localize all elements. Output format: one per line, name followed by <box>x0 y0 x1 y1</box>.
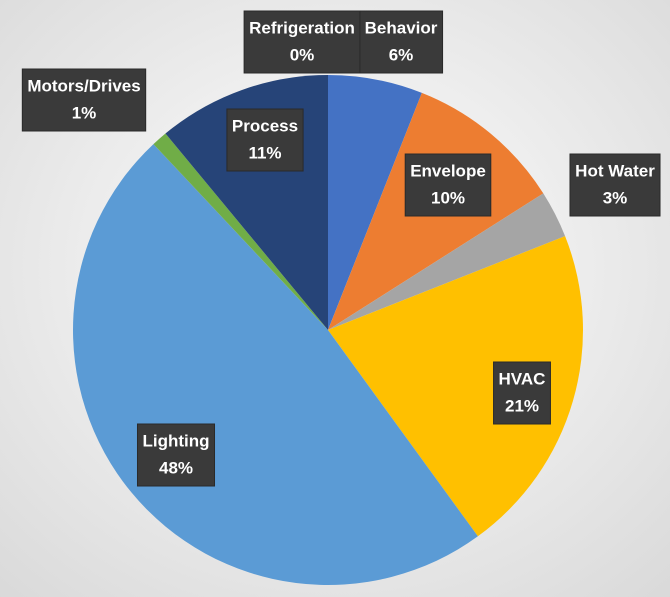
label-category: Lighting <box>142 431 209 450</box>
label-box <box>358 10 444 74</box>
label-box <box>404 153 492 217</box>
label-category: Process <box>232 116 298 135</box>
pie-slice <box>153 133 328 330</box>
data-label: Lighting 48% <box>136 423 216 487</box>
label-box <box>21 68 147 132</box>
label-value: 6% <box>389 45 414 64</box>
data-label: Motors/Drives 1% <box>21 68 147 132</box>
label-box <box>243 10 361 74</box>
label-category: Motors/Drives <box>27 76 140 95</box>
label-value: 11% <box>248 143 281 162</box>
data-label: Hot Water 3% <box>569 153 661 217</box>
data-labels: Behavior 6% Envelope 10% Hot Water 3% HVAC 21% L… <box>21 10 661 487</box>
data-label: Process 11% <box>226 108 304 172</box>
label-category: Hot Water <box>575 161 655 180</box>
label-box <box>226 108 304 172</box>
pie-slice <box>328 75 422 330</box>
data-label: Envelope 10% <box>404 153 492 217</box>
data-label: Behavior 6% <box>358 10 444 74</box>
label-value: 48% <box>159 458 193 477</box>
label-box <box>493 361 551 425</box>
label-category: HVAC <box>499 369 546 388</box>
label-box <box>569 153 661 217</box>
pie-slice <box>328 193 566 330</box>
pie <box>72 75 583 586</box>
data-label: HVAC 21% <box>493 361 551 425</box>
pie-slice <box>328 236 583 537</box>
label-value: 0% <box>290 45 315 64</box>
label-value: 21% <box>505 396 539 415</box>
label-category: Envelope <box>410 161 486 180</box>
label-value: 10% <box>431 188 465 207</box>
data-label: Refrigeration 0% <box>243 10 361 74</box>
label-category: Behavior <box>365 18 438 37</box>
label-category: Refrigeration <box>249 18 355 37</box>
label-box <box>136 423 216 487</box>
label-value: 1% <box>72 103 97 122</box>
label-value: 3% <box>603 188 628 207</box>
